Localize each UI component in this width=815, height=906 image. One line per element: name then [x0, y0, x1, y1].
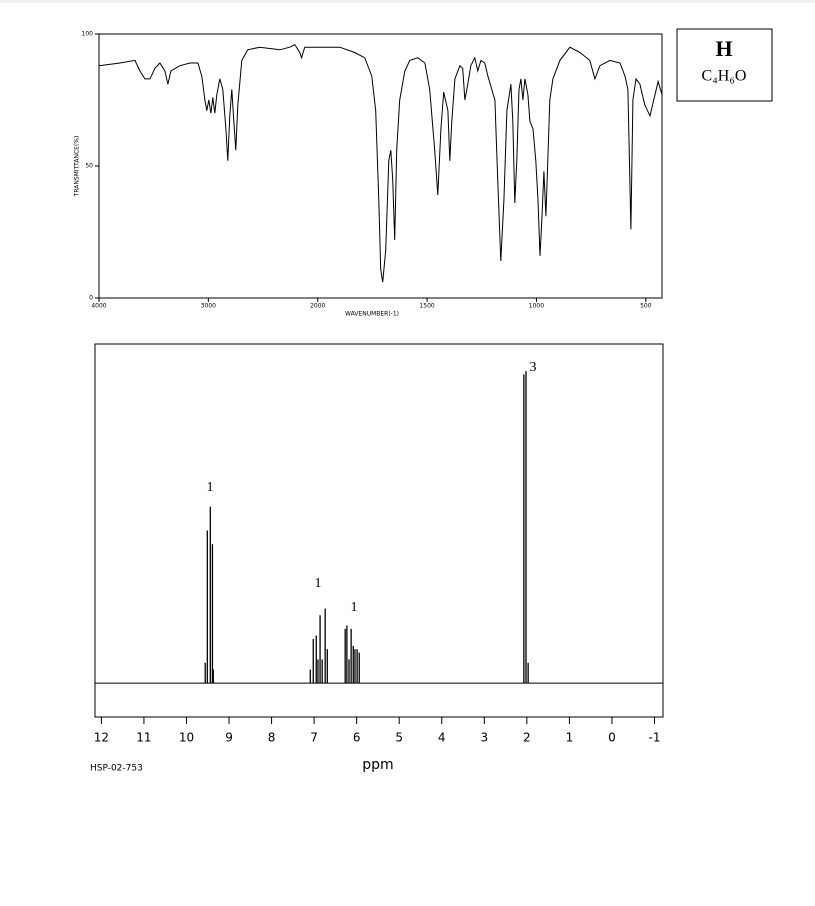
compound-box	[676, 28, 773, 102]
ir-trace	[98, 43, 663, 283]
y-tick-label: 50	[85, 163, 93, 170]
x-tick-label: 500	[640, 303, 652, 310]
x-tick-label: 11	[136, 731, 151, 745]
x-tick-label: 5	[395, 731, 403, 745]
y-tick-label: 100	[82, 31, 94, 38]
x-tick-label: 1500	[419, 303, 434, 310]
nmr-x-label: ppm	[362, 757, 393, 773]
x-tick-label: 0	[608, 731, 616, 745]
integration-label: 1	[351, 600, 358, 615]
integration-label: 1	[315, 576, 322, 591]
x-tick-label: 9	[225, 731, 233, 745]
x-tick-label: -1	[649, 731, 661, 745]
x-tick-label: 3000	[201, 303, 216, 310]
ir-y-label: TRANSMITTANCE(%)	[74, 136, 81, 198]
x-tick-label: 4000	[91, 303, 106, 310]
compound-letter: H	[715, 36, 732, 61]
x-tick-label: 1	[566, 731, 574, 745]
top-strip	[0, 0, 815, 3]
ir-x-label: WAVENUMBER(-1)	[345, 311, 399, 318]
x-tick-label: 3	[480, 731, 488, 745]
x-tick-label: 8	[268, 731, 276, 745]
integration-label: 1	[207, 480, 214, 495]
nmr-frame	[94, 343, 664, 718]
y-tick-label: 0	[89, 295, 93, 302]
x-tick-label: 10	[179, 731, 194, 745]
x-tick-label: 2	[523, 731, 531, 745]
x-tick-label: 6	[353, 731, 361, 745]
x-tick-label: 4	[438, 731, 446, 745]
integration-label: 3	[530, 360, 537, 375]
x-tick-label: 12	[94, 731, 109, 745]
x-tick-label: 1000	[529, 303, 544, 310]
compound-formula: C₄H₆O	[702, 68, 747, 85]
x-tick-label: 2000	[310, 303, 325, 310]
x-tick-label: 7	[310, 731, 318, 745]
source-id: HSP-02-753	[90, 764, 143, 774]
